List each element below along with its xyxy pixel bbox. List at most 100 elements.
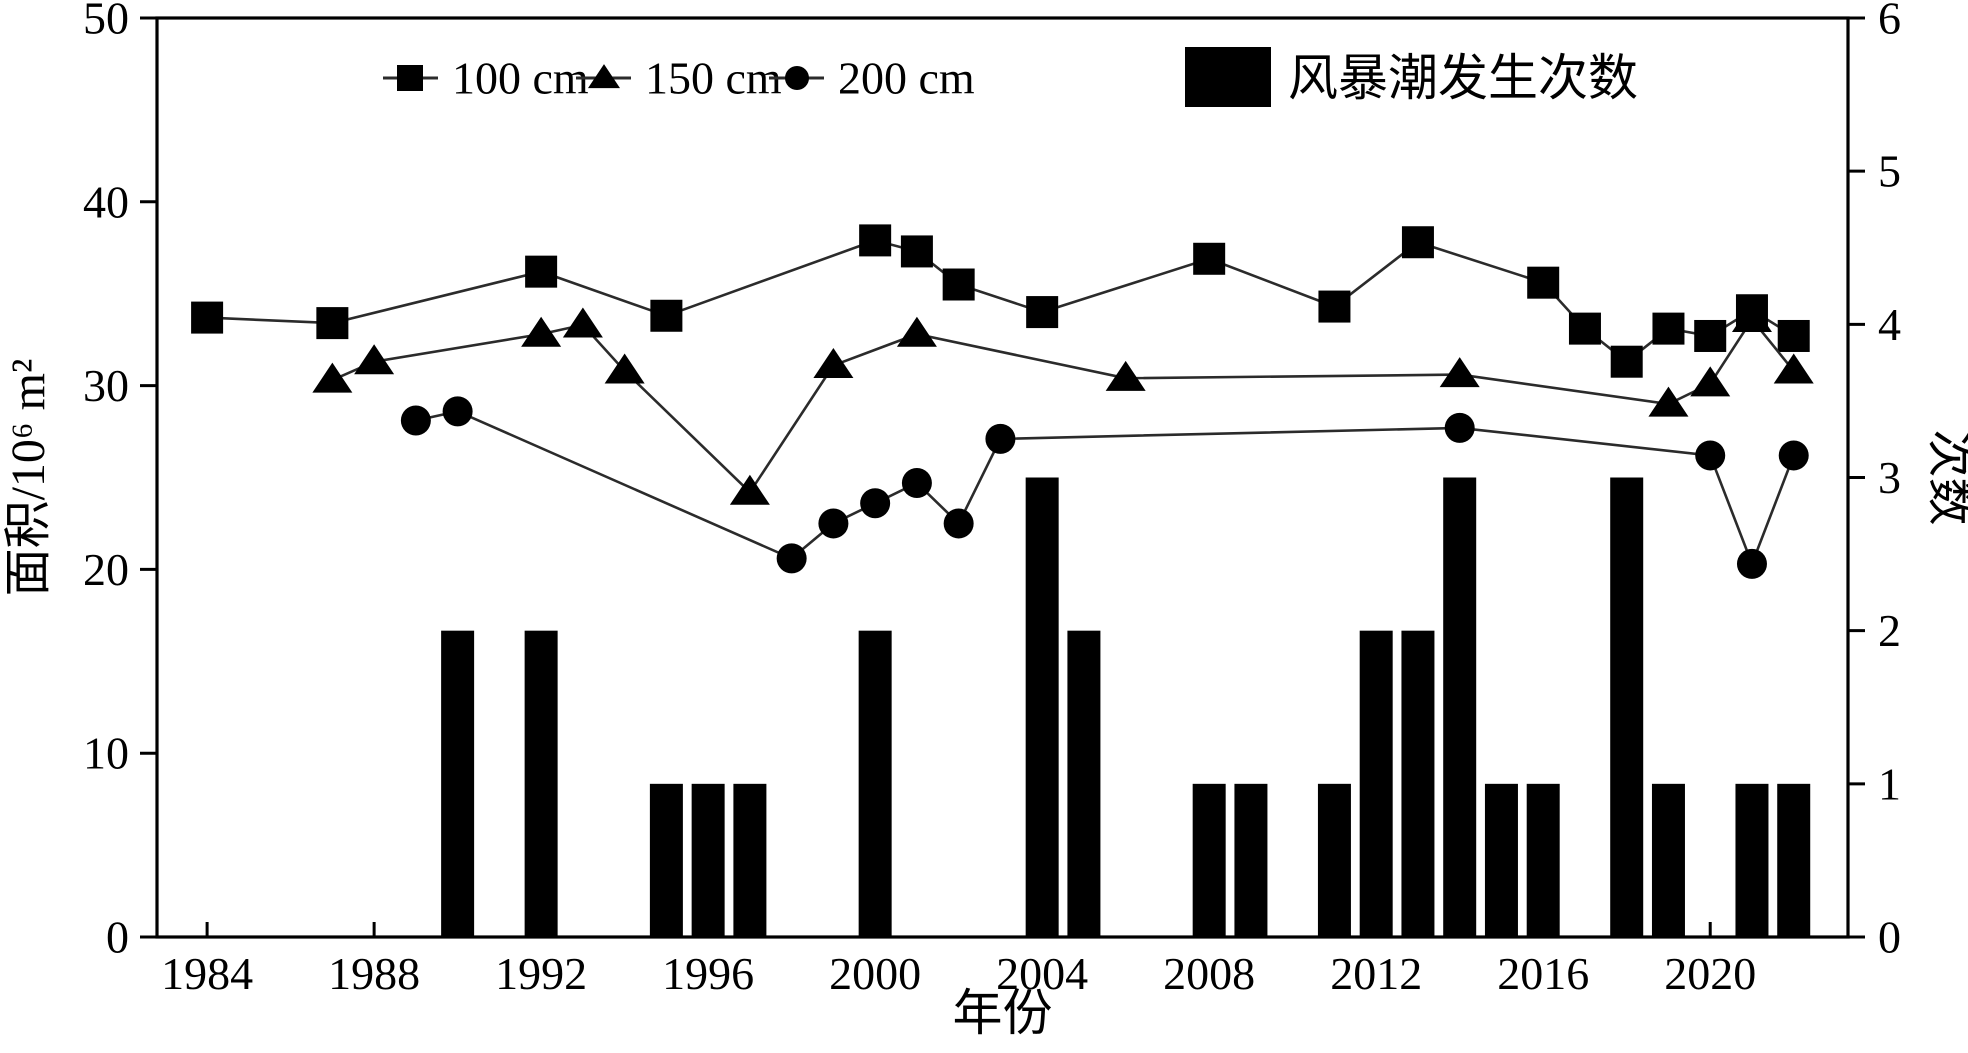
bar-2021	[1735, 783, 1769, 937]
x-tick-label: 1996	[662, 948, 754, 999]
triangle-marker	[604, 353, 645, 384]
square-marker	[942, 268, 975, 301]
square-marker	[397, 65, 423, 91]
bar-1995	[649, 783, 683, 937]
circle-marker	[943, 508, 974, 539]
triangle-marker	[354, 344, 395, 375]
triangle-marker	[1105, 360, 1146, 391]
bar-2005	[1067, 630, 1101, 937]
line-series-100cm	[191, 224, 1810, 378]
triangle-marker	[896, 316, 937, 347]
x-tick-label: 2012	[1330, 948, 1422, 999]
legend-label: 200 cm	[838, 53, 975, 104]
right-axis: 0 1 2 3 4 5 6 次数	[1848, 0, 1968, 963]
square-marker	[1193, 242, 1226, 275]
bar-2014	[1443, 477, 1477, 937]
bar-2022	[1777, 783, 1811, 937]
triangle-marker	[588, 64, 620, 89]
bar-2008	[1192, 783, 1226, 937]
bar-2011	[1317, 783, 1351, 937]
right-tick-label: 1	[1878, 758, 1901, 809]
circle-marker	[1695, 440, 1726, 471]
square-marker	[1527, 266, 1560, 299]
x-tick-label: 1988	[328, 948, 420, 999]
triangle-marker	[312, 362, 353, 393]
legend-bar-swatch	[1185, 47, 1271, 107]
circle-marker	[860, 488, 891, 519]
triangle-marker	[521, 316, 562, 347]
bar-2004	[1025, 477, 1059, 937]
circle-marker	[818, 508, 849, 539]
triangle-marker	[813, 347, 854, 378]
bar-2012	[1359, 630, 1393, 937]
circle-marker	[901, 468, 932, 499]
left-tick-label: 20	[83, 544, 129, 595]
square-marker	[650, 299, 683, 332]
right-tick-label: 5	[1878, 146, 1901, 197]
left-tick-label: 10	[83, 728, 129, 779]
square-marker	[316, 307, 349, 340]
right-tick-label: 6	[1878, 0, 1901, 44]
x-tick-label: 2000	[829, 948, 921, 999]
square-marker	[1694, 319, 1727, 352]
bar-1996	[691, 783, 725, 937]
square-marker	[525, 255, 558, 288]
bar-1992	[524, 630, 558, 937]
legend-label: 100 cm	[452, 53, 589, 104]
triangle-marker	[1731, 302, 1772, 333]
right-tick-label: 3	[1878, 452, 1901, 503]
bar-2015	[1484, 783, 1518, 937]
line-series-150cm	[312, 302, 1814, 505]
circle-marker	[400, 405, 431, 436]
square-marker	[1318, 290, 1351, 323]
square-marker	[191, 301, 224, 334]
circle-marker	[1444, 412, 1475, 443]
square-marker	[1652, 312, 1685, 345]
square-marker	[900, 235, 933, 268]
left-axis-title: 面积/10⁶ m²	[2, 359, 55, 597]
left-tick-label: 30	[83, 360, 129, 411]
legend: 100 cm 150 cm 200 cm 风暴潮发生次数	[383, 47, 1638, 107]
legend-label: 150 cm	[645, 53, 782, 104]
bar-2009	[1234, 783, 1268, 937]
triangle-marker	[1690, 366, 1731, 397]
x-tick-label: 2020	[1664, 948, 1756, 999]
bars-series	[441, 477, 1811, 937]
left-axis: 0 10 20 30 40 50 面积/10⁶ m²	[2, 0, 157, 963]
square-marker	[859, 224, 892, 257]
square-marker	[1026, 296, 1059, 329]
triangle-marker	[1773, 353, 1814, 384]
circle-marker	[442, 396, 473, 427]
x-tick-label: 1992	[495, 948, 587, 999]
right-tick-label: 4	[1878, 299, 1901, 350]
legend-bar-label: 风暴潮发生次数	[1288, 50, 1638, 106]
x-axis-title: 年份	[953, 985, 1053, 1041]
right-tick-label: 0	[1878, 912, 1901, 963]
left-tick-label: 40	[83, 176, 129, 227]
square-marker	[1401, 226, 1434, 259]
x-tick-label: 2016	[1497, 948, 1589, 999]
square-marker	[1568, 312, 1601, 345]
right-tick-label: 2	[1878, 605, 1901, 656]
series-line	[207, 239, 1795, 364]
left-tick-label: 0	[106, 912, 129, 963]
triangle-marker	[1648, 386, 1689, 417]
series-line	[415, 409, 1795, 568]
right-axis-title: 次数	[1923, 429, 1968, 525]
square-marker	[1777, 319, 1810, 352]
triangle-marker	[1439, 357, 1480, 388]
left-tick-label: 50	[83, 0, 129, 44]
circle-marker	[1778, 440, 1809, 471]
circle-marker	[1736, 548, 1767, 579]
plot-border	[155, 16, 1850, 939]
plot-frame	[155, 16, 1850, 939]
bar-2000	[858, 630, 892, 937]
circle-marker	[785, 66, 809, 90]
circle-marker	[985, 423, 1016, 454]
x-tick-label: 2008	[1163, 948, 1255, 999]
triangle-marker	[562, 307, 603, 338]
x-axis: 1984 1988 1992 1996 2000 2004 2008 2012 2016 2020…	[161, 922, 1756, 1041]
circle-marker	[776, 543, 807, 574]
